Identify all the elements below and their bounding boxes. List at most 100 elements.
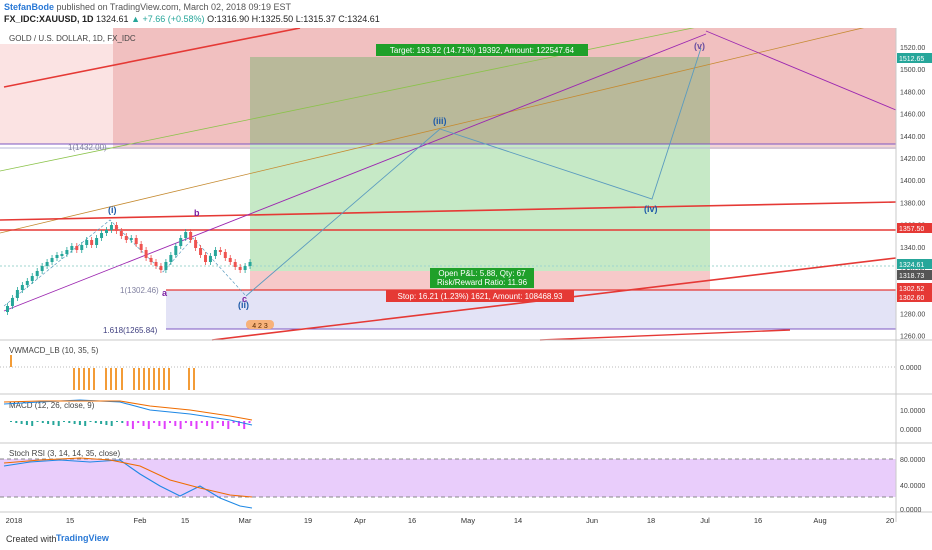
time-tick: 19	[304, 516, 312, 525]
vwmacd-bar	[158, 368, 160, 390]
vwmacd-bar	[88, 368, 90, 390]
wave-c-label: c	[242, 294, 247, 304]
candle-body	[65, 250, 69, 254]
green-channel-line[interactable]	[0, 28, 896, 172]
candle-body	[213, 250, 217, 256]
macd-bar	[25, 421, 28, 425]
stochrsi-title: Stoch RSI (3, 14, 14, 35, close)	[9, 449, 121, 458]
candle-body	[174, 246, 178, 255]
fib-1265-label: 1.618(1265.84)	[103, 326, 158, 335]
candle-body	[114, 225, 118, 231]
macd-bar	[190, 421, 193, 426]
time-axis[interactable]: 2018 15 Feb 15 Mar 19 Apr 16 May 14 Jun 18 Jul 16 Aug 2…	[6, 516, 895, 525]
candle-body	[70, 246, 74, 250]
macd-bar	[89, 421, 92, 422]
price-tick: 1380.00	[900, 200, 925, 207]
time-tick: Mar	[239, 516, 252, 525]
time-tick: Feb	[134, 516, 147, 525]
macd-histogram	[10, 421, 251, 429]
svg-text:40.0000: 40.0000	[900, 483, 925, 490]
candle-body	[55, 255, 59, 258]
candle-body	[6, 306, 9, 312]
macd-bar	[232, 421, 235, 423]
price-tick: 1400.00	[900, 178, 925, 185]
footer: Created with TradingView	[0, 530, 932, 550]
chart-area[interactable]: GOLD / U.S. DOLLAR, 1D, FX_IDC Target: 1…	[0, 28, 932, 540]
price-tick: 1440.00	[900, 134, 925, 141]
high-value: 1325.50	[260, 14, 294, 24]
macd-bar	[73, 421, 76, 424]
price-tick: 1480.00	[900, 89, 925, 96]
macd-bar	[200, 421, 203, 423]
red-resistance-line[interactable]	[0, 201, 897, 221]
macd-bar	[222, 421, 224, 426]
tradingview-logo[interactable]: TradingView	[56, 533, 109, 543]
open-pnl-label: Open P&L: 5.88, Qty: 67	[438, 269, 526, 278]
fib-1432-label: 1(1432.00)	[68, 143, 107, 152]
macd-bar	[216, 421, 219, 423]
candle-body	[199, 248, 203, 255]
candle-body	[105, 230, 108, 233]
macd-bar	[142, 421, 145, 426]
vwmacd-bar	[73, 368, 75, 390]
chart-canvas[interactable]: GOLD / U.S. DOLLAR, 1D, FX_IDC Target: 1…	[0, 28, 932, 540]
price-candles[interactable]	[6, 222, 252, 315]
candle-body	[243, 266, 247, 270]
events-badge[interactable]	[246, 320, 274, 329]
candle-body	[10, 298, 14, 306]
macd-bar	[94, 421, 97, 423]
candle-body	[238, 267, 242, 270]
time-tick: 14	[514, 516, 522, 525]
candle-body	[233, 262, 237, 267]
time-tick: Apr	[354, 516, 366, 525]
candle-body	[35, 271, 39, 276]
macd-bar	[10, 421, 12, 422]
stoch-k-line	[3, 459, 253, 509]
wave-a-label: a	[162, 288, 168, 298]
candle-body	[40, 266, 44, 271]
time-tick: May	[461, 516, 475, 525]
elliott-projection[interactable]	[245, 47, 702, 297]
macd-bar	[184, 421, 187, 423]
candle-body	[80, 245, 84, 250]
macd-bar	[110, 421, 113, 426]
macd-bar	[147, 421, 150, 429]
candle-body	[189, 232, 193, 240]
price-tick: 1460.00	[900, 112, 925, 119]
price-tick: 1260.00	[900, 334, 925, 341]
wave-iii-label: (iii)	[433, 116, 447, 126]
last-price: 1324.61	[96, 14, 129, 24]
candle-body	[179, 238, 183, 246]
candle-body	[154, 262, 158, 266]
purple-channel-line[interactable]	[3, 33, 707, 312]
orange-channel-line[interactable]	[0, 28, 896, 234]
target-zone-upper	[250, 57, 710, 144]
macd-bar	[78, 421, 81, 425]
candle-body	[20, 285, 24, 290]
risk-reward-label: Risk/Reward Ratio: 11.96	[437, 278, 528, 287]
macd-bar	[121, 421, 124, 423]
time-tick: 18	[647, 516, 655, 525]
candle-body	[95, 238, 99, 245]
candle-body	[184, 232, 188, 238]
svg-text:0.0000: 0.0000	[900, 507, 922, 514]
vwmacd-bar	[110, 368, 112, 390]
candle-body	[223, 252, 227, 258]
candle-body	[109, 225, 113, 230]
macd-bar	[153, 421, 156, 423]
time-tick: 2018	[6, 516, 23, 525]
svg-text:0.0000: 0.0000	[900, 427, 922, 434]
candle-body	[208, 256, 212, 262]
macd-bar	[131, 421, 134, 429]
author-name[interactable]: StefanBode	[4, 2, 55, 12]
pink-zone-left	[0, 44, 113, 144]
macd-bar	[116, 421, 118, 422]
macd-bar	[100, 421, 103, 424]
price-tick: 1420.00	[900, 156, 925, 163]
vwmacd-bar	[105, 368, 107, 390]
red-trendline-top[interactable]	[3, 28, 301, 88]
wave-b-label: b	[194, 208, 200, 218]
macd-bar	[137, 421, 140, 423]
chart-header: StefanBode published on TradingView.com,…	[0, 0, 932, 28]
vwmacd-bar	[78, 368, 80, 390]
